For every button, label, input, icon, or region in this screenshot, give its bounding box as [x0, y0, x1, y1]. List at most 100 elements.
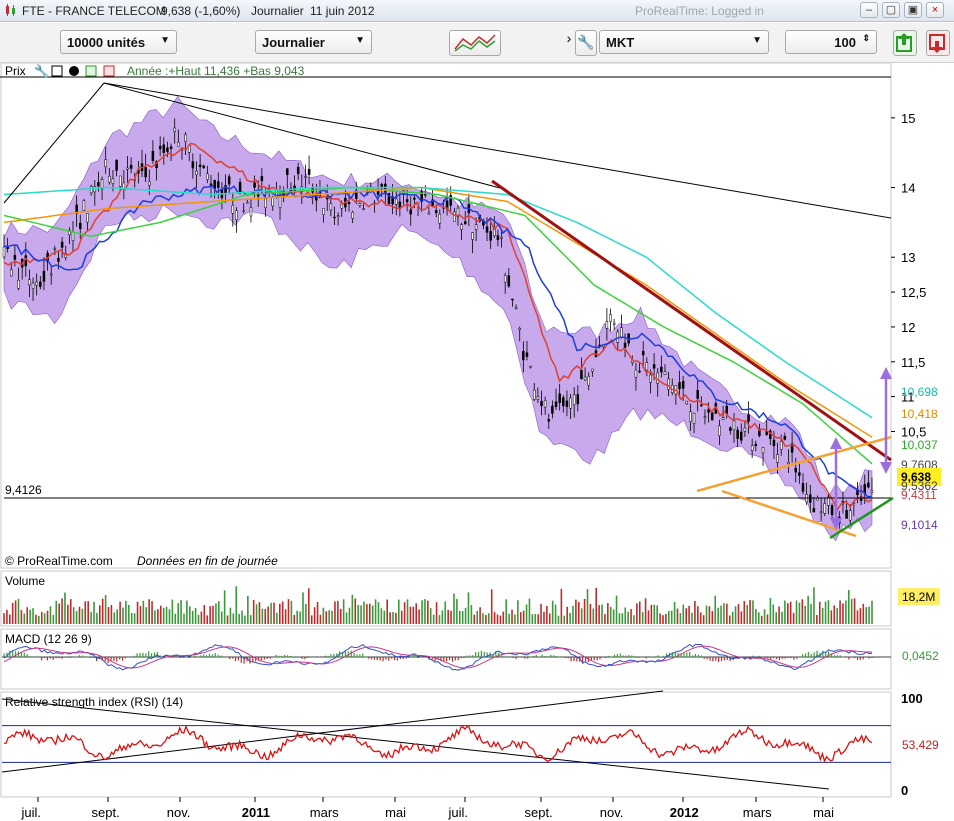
units-dropdown[interactable]: 10000 unités ▼	[60, 30, 177, 54]
y-tick-label: 10,5	[901, 424, 926, 439]
order-type-dropdown[interactable]: MKT ▼	[599, 30, 769, 54]
candle-body	[118, 175, 122, 187]
timeframe-dropdown[interactable]: Journalier ▼	[255, 30, 372, 54]
y-tick-label: 14	[901, 181, 915, 196]
macd-value: 0,0452	[902, 649, 939, 663]
rsi-trendline-up	[1, 690, 664, 773]
down-arrow-icon[interactable]	[103, 65, 115, 77]
candle-body	[558, 393, 561, 403]
candle-body	[660, 366, 663, 373]
quantity-stepper[interactable]: 100 ⇕	[785, 30, 877, 54]
x-tick-label: nov.	[167, 805, 191, 820]
candle-body	[612, 322, 616, 325]
price-plot	[2, 96, 874, 542]
candle-body	[286, 168, 289, 175]
candle-body	[569, 397, 572, 409]
candle-body	[166, 147, 169, 152]
volume-value-tag	[898, 588, 940, 605]
candle-body	[703, 416, 707, 418]
candle-body	[496, 235, 500, 240]
right-value-label: 9,638	[901, 470, 931, 484]
support-green-line	[829, 496, 894, 540]
candle-body	[351, 212, 354, 219]
wrench-icon[interactable]: 🔧	[34, 63, 49, 78]
candle-body	[870, 490, 874, 493]
candlestick-app-icon	[4, 3, 18, 17]
candle-body	[271, 196, 275, 207]
candle-body	[264, 198, 267, 208]
candle-body	[129, 164, 133, 169]
candle-body	[743, 427, 747, 432]
window-icon[interactable]	[51, 65, 63, 77]
up-arrow-icon[interactable]	[85, 65, 97, 77]
candle-body	[525, 352, 529, 357]
candle-body	[427, 212, 431, 215]
timeframe-value: Journalier	[262, 35, 325, 50]
candle-body	[761, 447, 765, 454]
candle-body	[707, 409, 710, 413]
candle-body	[158, 145, 162, 150]
candle-body	[260, 176, 264, 182]
sell-button[interactable]	[926, 30, 950, 56]
candle-body	[162, 144, 166, 153]
restore-button[interactable]: ▣	[904, 2, 922, 18]
right-value-label: 9,4311	[901, 488, 937, 502]
close-button[interactable]: ×	[926, 2, 944, 18]
candle-body	[721, 417, 725, 420]
candle-body	[685, 400, 689, 405]
minimize-button[interactable]: –	[860, 2, 878, 18]
candle-body	[696, 390, 699, 399]
wrench-settings-button[interactable]: 🔧	[575, 30, 597, 56]
candle-body	[438, 214, 442, 224]
rsi-tick-100: 100	[901, 691, 923, 706]
candle-body	[536, 396, 540, 400]
volume-plot	[3, 586, 873, 624]
candle-body	[104, 159, 107, 168]
candle-body	[60, 241, 64, 248]
candle-body	[801, 483, 805, 492]
candle-body	[718, 425, 721, 436]
resistance-red-line	[491, 179, 892, 462]
candle-body	[769, 430, 772, 440]
buy-arrow-icon	[896, 33, 912, 52]
x-tick-label: juil.	[21, 805, 42, 820]
candle-body	[453, 211, 456, 222]
candle-body	[522, 351, 525, 361]
candle-body	[859, 496, 863, 501]
candle-body	[485, 226, 489, 233]
close-icon[interactable]	[69, 66, 79, 76]
toolbar-arrow-icon[interactable]: ›	[566, 30, 572, 46]
candle-body	[656, 372, 659, 384]
maximize-button[interactable]: ▢	[882, 2, 900, 18]
price-panel-tools[interactable]: 🔧	[34, 63, 115, 78]
candle-body	[307, 168, 311, 175]
candle-body	[754, 443, 758, 447]
candle-body	[776, 454, 779, 463]
candle-body	[790, 443, 794, 453]
candle-body	[500, 236, 503, 239]
right-value-label: 10,037	[901, 438, 938, 452]
candle-body	[591, 368, 594, 372]
channel-lower-orange	[721, 489, 857, 538]
chart-options-button[interactable]	[449, 30, 501, 56]
x-tick-label: mai	[385, 805, 406, 820]
price-panel-name: Prix	[5, 64, 26, 78]
rsi-line	[3, 724, 873, 764]
candle-body	[322, 208, 325, 215]
target-arrow-down-head	[880, 462, 892, 474]
candle-body	[747, 414, 750, 422]
candle-body	[812, 508, 816, 513]
candle-body	[24, 255, 28, 267]
app-title-text: ProRealTime: Logged in	[635, 4, 764, 18]
candle-body	[57, 257, 60, 262]
candle-body	[246, 201, 249, 204]
candle-body	[474, 224, 478, 230]
candle-body	[456, 207, 460, 217]
candle-body	[184, 134, 187, 143]
chart-area[interactable]: 1000 15141312,51211,51110,510,69810,4181…	[0, 63, 954, 821]
buy-button[interactable]	[893, 30, 917, 56]
candle-body	[580, 369, 583, 380]
trendline-rise	[3, 82, 105, 204]
candle-body	[126, 167, 129, 170]
